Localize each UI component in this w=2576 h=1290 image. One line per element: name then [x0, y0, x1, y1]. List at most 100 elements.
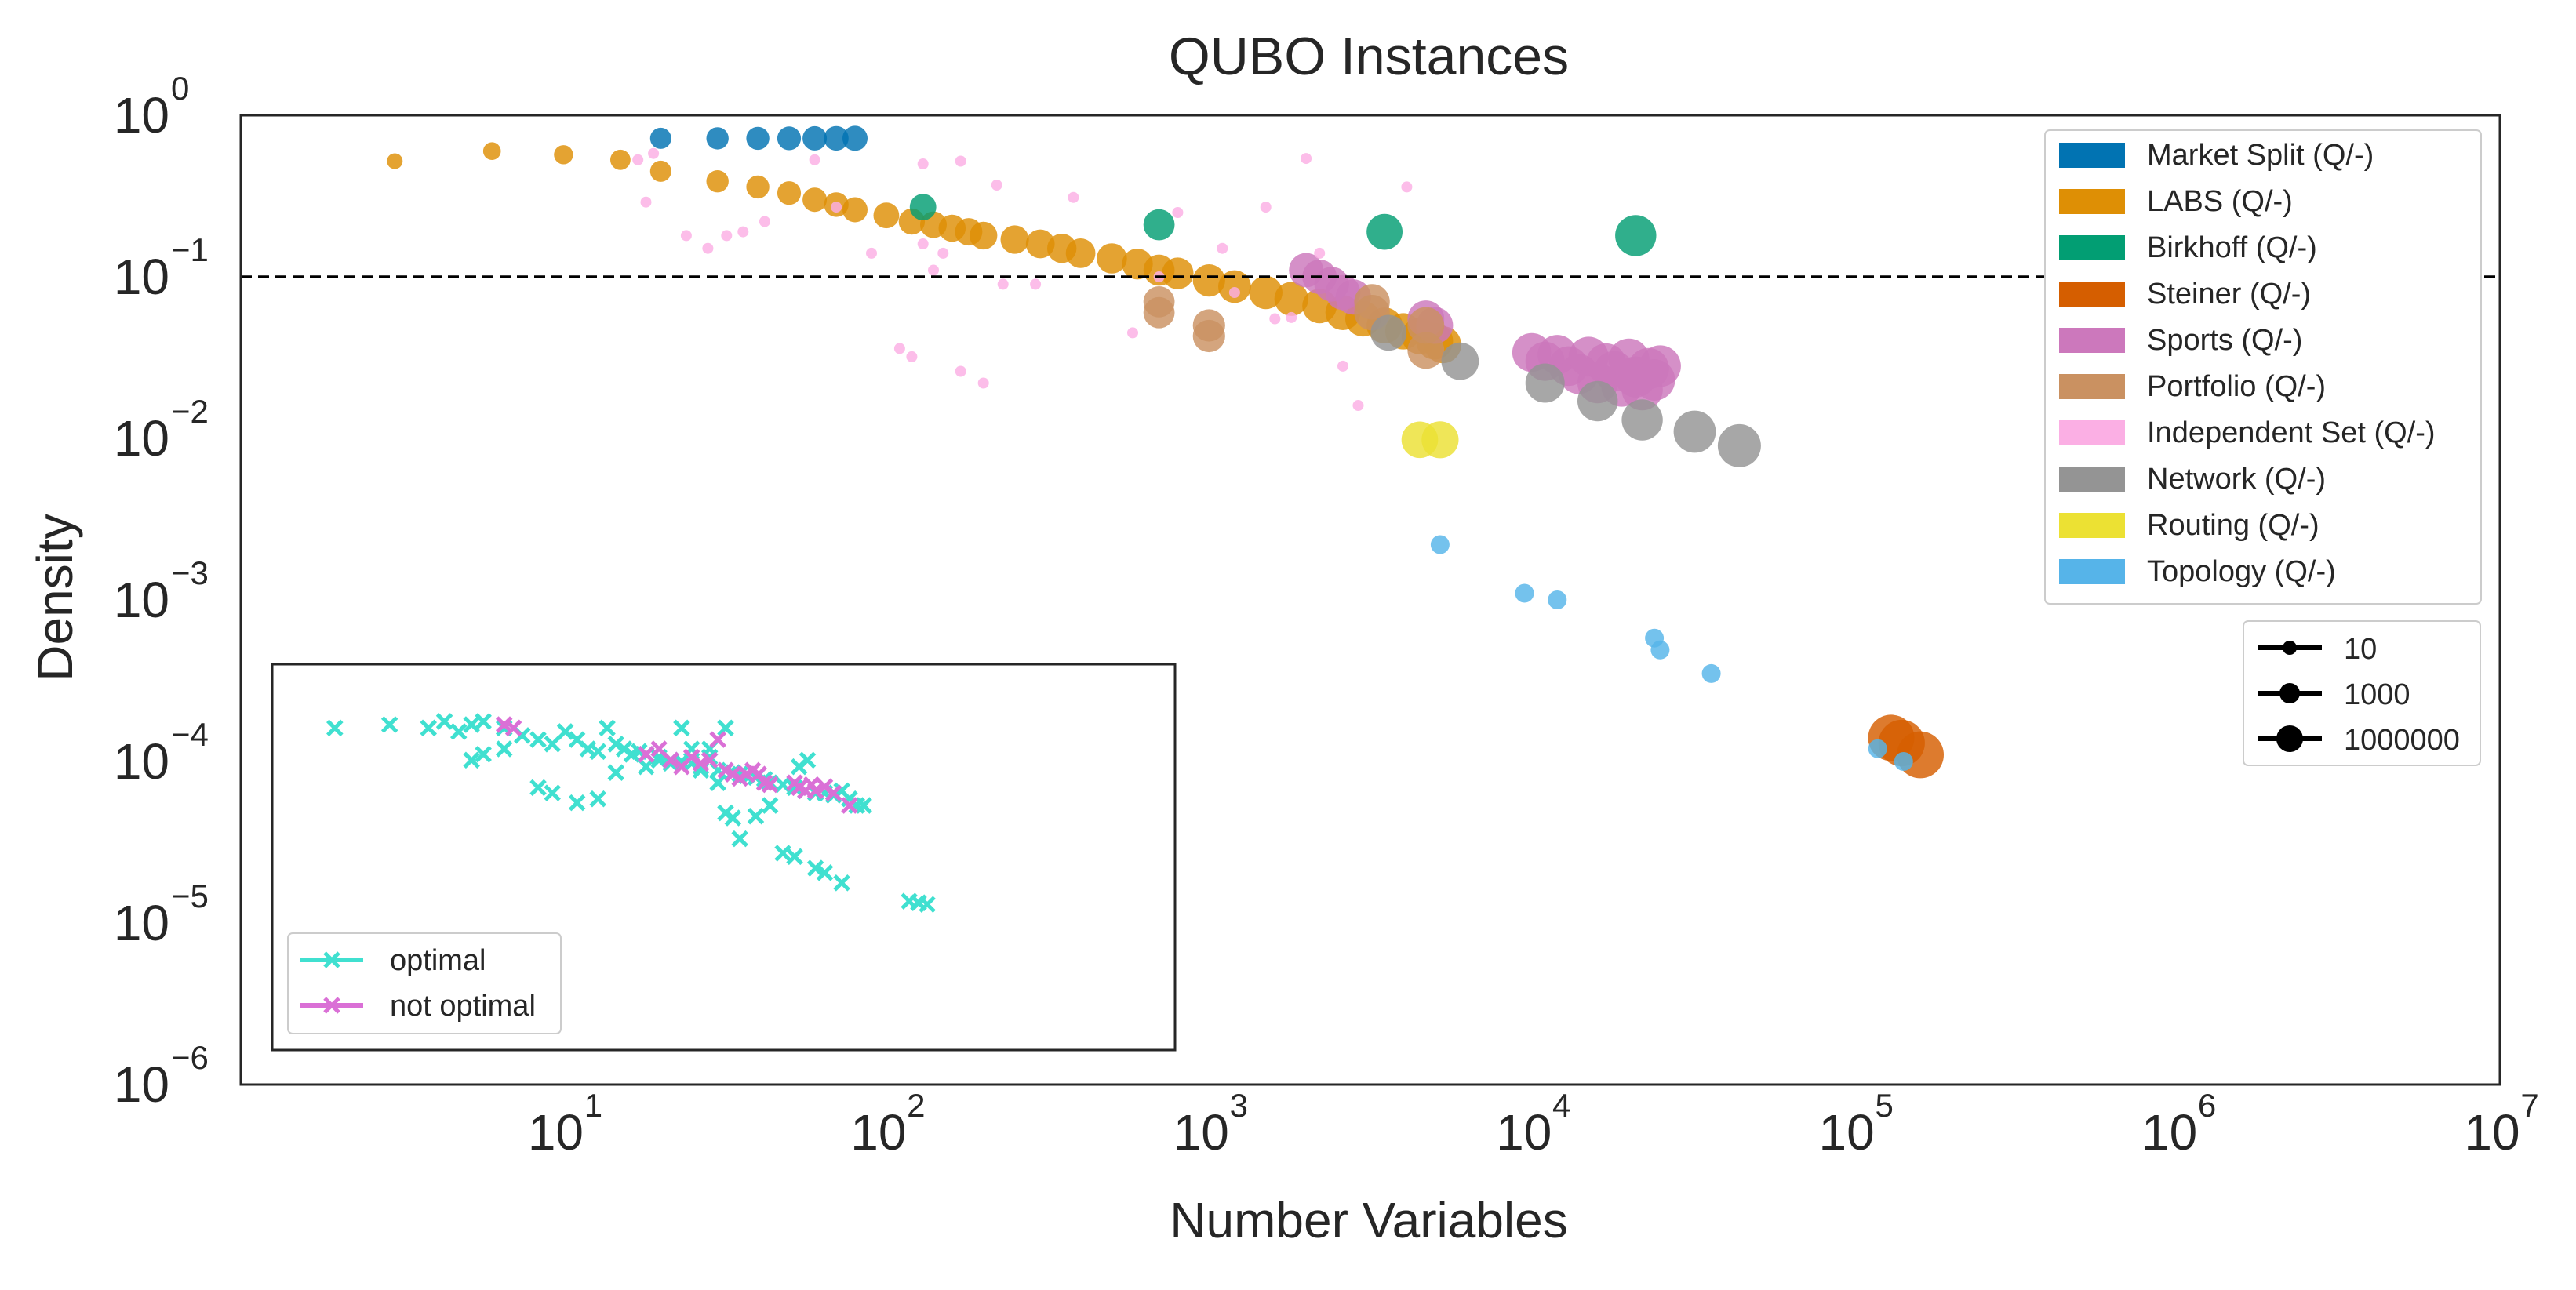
data-point — [1172, 207, 1184, 218]
inset-point — [599, 719, 616, 737]
legend: Market Split (Q/-) LABS (Q/-) Birkhoff (Q/… — [2044, 129, 2482, 605]
y-tick-exponent: −6 — [171, 1039, 209, 1076]
inset-point — [761, 776, 779, 794]
series-2 — [909, 194, 1657, 256]
data-point — [842, 125, 868, 151]
data-point — [1370, 314, 1407, 351]
plot-frame — [239, 114, 2501, 1086]
data-point — [1000, 225, 1029, 254]
data-point — [1269, 313, 1281, 325]
data-point — [746, 175, 770, 199]
size-legend-marker — [2276, 725, 2303, 752]
y-tick-label: 10 — [114, 1056, 169, 1113]
data-point — [1673, 410, 1716, 453]
data-point — [991, 180, 1002, 191]
y-tick-label: 10 — [114, 895, 169, 951]
inset-point — [816, 864, 834, 881]
data-point — [1068, 191, 1079, 203]
y-tick-exponent: 0 — [171, 70, 189, 107]
inset-point — [790, 779, 808, 797]
legend-label: Steiner (Q/-) — [2147, 278, 2311, 311]
data-point — [842, 197, 868, 223]
inset-point — [919, 896, 936, 914]
inset-point — [589, 790, 606, 808]
legend-swatch — [2059, 467, 2125, 492]
inset-point — [637, 758, 655, 776]
legend-label: Portfolio (Q/-) — [2147, 370, 2326, 403]
data-point — [1162, 257, 1194, 289]
inset-point — [717, 761, 734, 779]
x-axis-label: Number Variables — [1170, 1192, 1567, 1248]
inset-point — [637, 746, 655, 763]
series-6 — [632, 147, 1413, 411]
inset-point — [420, 719, 438, 737]
inset-point — [607, 764, 624, 781]
x-tick-label: 10 — [1173, 1104, 1229, 1161]
inset-point — [806, 859, 824, 877]
inset-point — [463, 716, 480, 733]
data-point — [928, 264, 939, 276]
inset-point — [529, 779, 547, 797]
series-1 — [387, 142, 1461, 364]
inset-point — [662, 751, 679, 769]
series-8 — [1401, 421, 1459, 459]
data-point — [649, 160, 671, 182]
data-point — [1218, 270, 1251, 303]
data-point — [640, 196, 652, 208]
data-point — [554, 145, 573, 165]
inset-point — [463, 751, 480, 769]
data-point — [1127, 327, 1138, 339]
legend-box — [2044, 129, 2482, 605]
legend-label: Topology (Q/-) — [2147, 555, 2336, 588]
legend-swatch — [2059, 328, 2125, 353]
data-point — [1192, 319, 1225, 353]
inset-plot: optimal not optimal — [271, 663, 1177, 1052]
data-point — [909, 194, 937, 220]
x-tick-exponent: 1 — [584, 1087, 602, 1124]
y-tick-label: 10 — [114, 733, 169, 790]
inset-point — [435, 713, 453, 730]
x-tick-label: 10 — [850, 1104, 906, 1161]
series-5 — [1143, 284, 1445, 369]
data-point — [721, 230, 733, 242]
legend-swatch — [2059, 559, 2125, 584]
inset-point — [761, 797, 779, 814]
x-tick-exponent: 2 — [907, 1087, 925, 1124]
inset-point — [774, 845, 791, 862]
inset-point — [568, 794, 586, 812]
data-point — [824, 125, 849, 151]
data-point — [737, 226, 749, 238]
inset-point — [755, 774, 773, 791]
x-tick-exponent: 7 — [2520, 1087, 2538, 1124]
inset-point — [717, 719, 734, 737]
legend-label: Network (Q/-) — [2147, 463, 2326, 496]
data-point — [1097, 243, 1127, 274]
data-point — [1192, 264, 1225, 297]
data-point — [893, 343, 905, 354]
data-point — [759, 216, 770, 227]
data-point — [777, 181, 802, 205]
data-point — [1548, 590, 1567, 609]
data-point — [831, 202, 842, 213]
tick-layer: 10 1 10 2 10 3 10 4 10 5 10 6 10 710 010 −110 −210 −310 −4… — [114, 70, 2539, 1161]
legend-swatch — [2059, 420, 2125, 445]
size-legend-label: 10 — [2344, 633, 2377, 666]
data-point — [1525, 363, 1565, 403]
y-tick-label: 10 — [114, 410, 169, 467]
inset-point — [513, 727, 531, 744]
inset-point — [774, 776, 791, 794]
inset-point — [747, 807, 765, 825]
data-point — [706, 127, 729, 150]
data-point — [917, 238, 929, 249]
data-point — [1577, 380, 1618, 422]
y-tick-label: 10 — [114, 249, 169, 305]
size-legend-label: 1000 — [2344, 678, 2410, 711]
inset-legend-marker — [323, 997, 340, 1014]
data-point — [906, 351, 918, 362]
data-point — [1615, 215, 1657, 256]
data-point — [777, 126, 802, 151]
inset-point — [855, 797, 872, 814]
data-point — [997, 278, 1009, 290]
